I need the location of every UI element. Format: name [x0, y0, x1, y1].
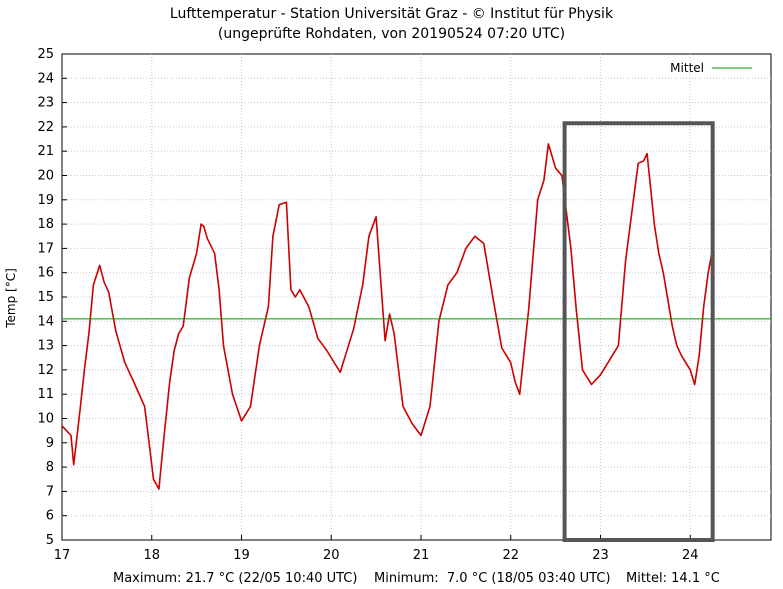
- y-tick-label: 12: [37, 363, 54, 378]
- x-tick-label: 17: [54, 548, 71, 563]
- x-tick-label: 23: [592, 548, 609, 563]
- legend-label-mittel: Mittel: [670, 61, 704, 75]
- legend: Mittel: [670, 61, 752, 75]
- y-tick-label: 13: [37, 339, 54, 354]
- footer-maximum: Maximum: 21.7 °C (22/05 10:40 UTC): [113, 571, 358, 586]
- y-tick-label: 18: [37, 217, 54, 232]
- x-tick-label: 21: [413, 548, 430, 563]
- footer-minimum: Minimum: 7.0 °C (18/05 03:40 UTC): [374, 571, 611, 586]
- y-tick-label: 6: [46, 509, 54, 524]
- y-tick-label: 19: [37, 193, 54, 208]
- highlight-box: [562, 121, 715, 542]
- y-tick-label: 23: [37, 96, 54, 111]
- grid: [62, 54, 771, 540]
- y-axis-label: Temp [°C]: [4, 268, 18, 329]
- chart-subtitle: (ungeprüfte Rohdaten, von 20190524 07:20…: [217, 26, 566, 42]
- x-tick-label: 19: [233, 548, 250, 563]
- y-tick-label: 22: [37, 120, 54, 135]
- y-tick-label: 14: [37, 314, 54, 329]
- x-tick-label: 18: [143, 548, 160, 563]
- x-tick-label: 24: [682, 548, 699, 563]
- y-tick-label: 11: [37, 387, 54, 402]
- y-tick-label: 8: [46, 460, 54, 475]
- y-tick-label: 16: [37, 266, 54, 281]
- y-tick-label: 25: [37, 47, 54, 62]
- y-tick-label: 5: [46, 533, 54, 548]
- y-tick-label: 9: [46, 436, 54, 451]
- x-tick-label: 20: [323, 548, 340, 563]
- x-tick-label: 22: [502, 548, 519, 563]
- y-tick-label: 20: [37, 169, 54, 184]
- y-tick-label: 10: [37, 412, 54, 427]
- chart-title: Lufttemperatur - Station Universität Gra…: [169, 6, 614, 22]
- y-tick-label: 21: [37, 144, 54, 159]
- axis-ticks: 5 6 7 8 9 10 11 12 13 14 15 16 17 18 19 20 21 22 23 24 25 17 1…: [37, 47, 698, 563]
- y-tick-label: 17: [37, 241, 54, 256]
- series-group: [61, 121, 771, 542]
- y-tick-label: 24: [37, 71, 54, 86]
- series-line-temp: [61, 143, 713, 490]
- footer-mittel: Mittel: 14.1 °C: [626, 571, 720, 586]
- y-tick-label: 7: [46, 484, 54, 499]
- y-tick-label: 15: [37, 290, 54, 305]
